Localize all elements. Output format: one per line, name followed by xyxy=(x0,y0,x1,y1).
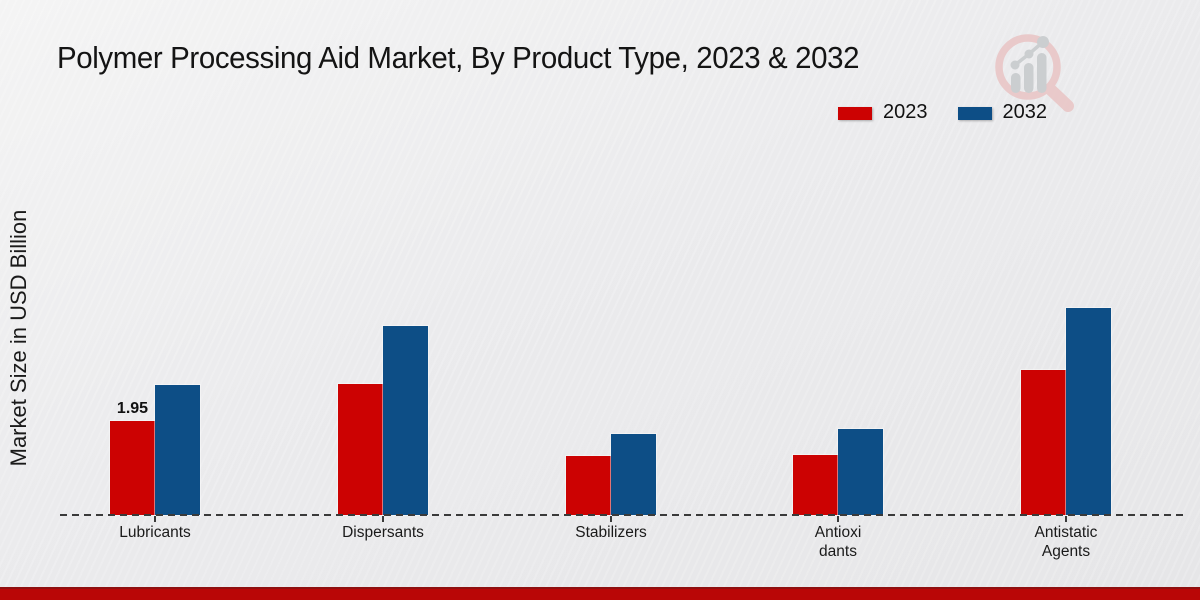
bar-2032-category-0 xyxy=(155,385,200,515)
bar-2023-category-4 xyxy=(1021,370,1066,515)
x-axis-tick xyxy=(382,516,384,522)
bar-2023-category-3 xyxy=(793,455,838,515)
category-label-3: Antioxi dants xyxy=(814,524,862,560)
bar-2032-category-1 xyxy=(383,326,428,515)
y-axis-label: Market Size in USD Billion xyxy=(6,209,31,467)
bar-value-label: 1.95 xyxy=(116,400,149,417)
bar-2023-category-2 xyxy=(566,456,611,515)
legend-swatch-2032 xyxy=(957,107,992,120)
bar-2032-category-4 xyxy=(1066,308,1111,515)
bar-2023-category-1 xyxy=(338,384,383,515)
bar-2032-category-2 xyxy=(611,434,656,515)
category-label-2: Stabilizers xyxy=(575,524,647,541)
legend-swatch-2023 xyxy=(838,107,872,120)
x-axis-tick xyxy=(837,516,839,522)
legend-label-2032: 2032 xyxy=(1002,101,1048,123)
chart-title: Polymer Processing Aid Market, By Produc… xyxy=(57,40,860,75)
x-axis-tick xyxy=(610,516,612,522)
category-label-1: Dispersants xyxy=(342,524,424,541)
magnifier-bar-chart-logo xyxy=(995,34,1074,112)
category-label-0: Lubricants xyxy=(119,524,191,541)
legend-item-2032: 2032 xyxy=(957,101,1048,124)
legend-item-2023: 2023 xyxy=(838,101,928,124)
category-label-4: Antistatic Agents xyxy=(1034,524,1098,560)
x-axis-tick xyxy=(1065,516,1067,522)
bar-2023-category-0 xyxy=(110,421,155,515)
legend-label-2023: 2023 xyxy=(883,101,928,123)
footer-accent-strip xyxy=(0,587,1200,600)
x-axis-tick xyxy=(154,516,156,522)
bar-2032-category-3 xyxy=(838,429,883,515)
x-axis-baseline xyxy=(60,514,1188,516)
legend: 2023 2032 xyxy=(838,101,1047,124)
